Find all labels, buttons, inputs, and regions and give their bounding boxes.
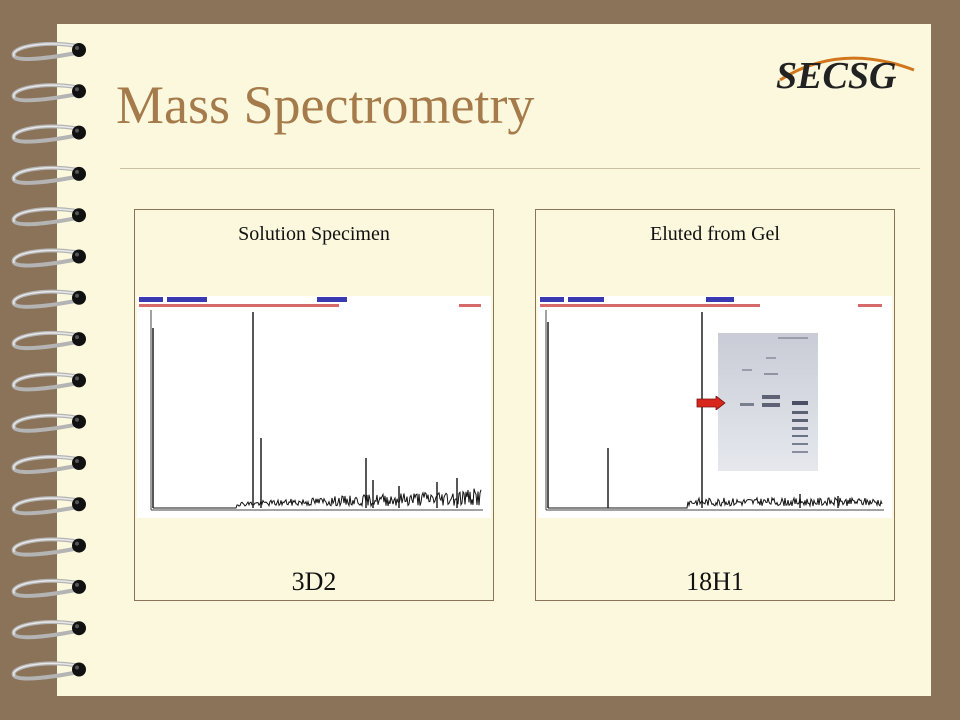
secsg-logo: SECSG: [776, 55, 915, 97]
binder-rings-icon: [11, 41, 86, 681]
title-divider: [120, 168, 920, 169]
slide-title: Mass Spectrometry: [116, 75, 535, 135]
panel-caption: Eluted from Gel: [650, 223, 780, 245]
panel-eluted-from-gel: Eluted from Gel 18: [535, 209, 895, 601]
arrow-right-icon: [696, 396, 726, 410]
mass-spectrum-image: [137, 296, 491, 518]
panel-solution-specimen: Solution Specimen 3D2: [134, 209, 494, 601]
gel-image: [718, 333, 818, 471]
panel-caption: Solution Specimen: [238, 223, 390, 245]
sample-id-label: 3D2: [291, 567, 337, 596]
sample-id-label: 18H1: [686, 567, 744, 596]
svg-text:SECSG: SECSG: [776, 55, 897, 97]
